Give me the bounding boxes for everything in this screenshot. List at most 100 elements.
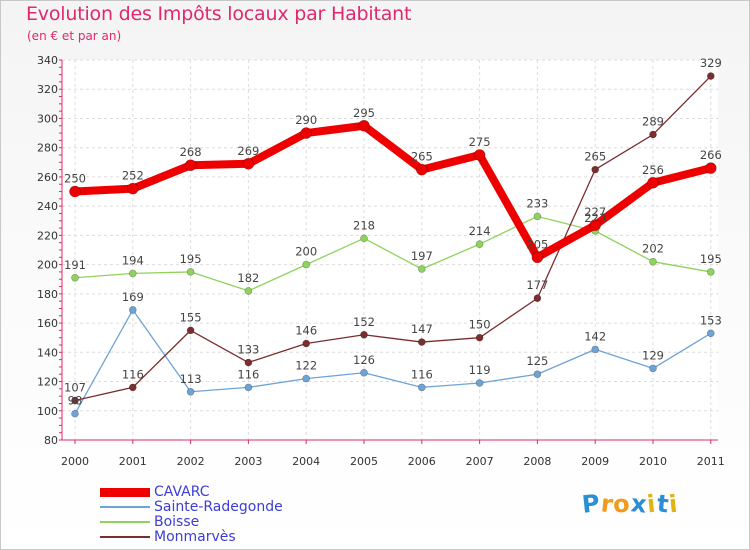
x-tick-label: 2011: [697, 455, 725, 468]
data-point: [302, 339, 311, 348]
data-label: 268: [180, 145, 202, 159]
x-tick-label: 2004: [292, 455, 320, 468]
y-tick-label: 200: [37, 259, 58, 272]
data-point: [300, 127, 313, 139]
data-point: [302, 260, 311, 269]
data-label: 155: [180, 310, 202, 324]
chart-subtitle: (en € et par an): [27, 29, 122, 43]
y-tick-label: 80: [44, 434, 58, 447]
data-point: [649, 130, 657, 139]
data-point: [704, 162, 717, 174]
data-point: [302, 374, 311, 383]
data-label: 194: [122, 253, 144, 267]
data-point: [244, 383, 253, 392]
y-tick-label: 220: [37, 229, 58, 242]
series-cavarc: [69, 119, 717, 264]
data-point: [706, 268, 715, 276]
data-label: 265: [411, 150, 433, 164]
data-point: [649, 257, 657, 266]
data-label: 169: [122, 290, 144, 304]
data-point: [184, 159, 197, 172]
x-tick-label: 2008: [523, 455, 551, 468]
data-point: [647, 176, 659, 189]
data-label: 107: [64, 381, 86, 395]
chart-title: Evolution des Impôts locaux par Habitant: [26, 3, 412, 25]
data-label: 126: [353, 353, 375, 367]
data-point: [129, 269, 137, 278]
data-label: 227: [584, 205, 606, 219]
plot-area: [62, 60, 718, 440]
data-label: 113: [180, 372, 202, 386]
data-label: 142: [584, 329, 606, 343]
y-tick-label: 160: [37, 317, 58, 330]
series-sainte-radegonde: [71, 306, 715, 418]
y-tick-label: 300: [37, 112, 58, 125]
data-point: [533, 212, 542, 221]
data-label: 275: [469, 135, 491, 149]
data-label: 129: [642, 348, 664, 362]
data-point: [533, 294, 542, 303]
data-point: [531, 251, 544, 264]
data-point: [475, 379, 484, 387]
proxiti-logo: Proxiti: [581, 489, 680, 519]
data-label: 202: [642, 242, 664, 256]
data-point: [358, 119, 370, 132]
data-label: 200: [295, 245, 317, 259]
data-label: 177: [526, 278, 548, 292]
data-label: 146: [295, 324, 317, 338]
data-label: 125: [526, 354, 548, 368]
data-point: [360, 234, 368, 243]
data-point: [129, 383, 137, 392]
legend-swatch: [100, 506, 150, 508]
data-point: [589, 219, 602, 231]
series-monmarv-s: [71, 72, 715, 405]
data-label: 233: [526, 196, 548, 210]
y-tick-label: 340: [37, 54, 58, 67]
legend-label: Monmarvès: [154, 529, 236, 545]
x-tick-label: 2002: [177, 455, 205, 468]
data-point: [473, 149, 486, 161]
data-point: [706, 329, 715, 338]
data-point: [71, 273, 79, 282]
data-point: [415, 163, 428, 176]
data-label: 290: [295, 113, 317, 127]
data-label: 152: [353, 315, 375, 329]
data-point: [71, 396, 79, 405]
legend-item: CAVARC: [100, 484, 210, 500]
data-label: 195: [180, 252, 202, 266]
data-label: 329: [700, 56, 722, 70]
data-point: [591, 345, 600, 354]
data-point: [127, 182, 139, 195]
y-tick-label: 180: [37, 288, 58, 301]
data-point: [71, 409, 79, 418]
x-tick-label: 2000: [61, 455, 89, 468]
y-tick-label: 100: [37, 405, 58, 418]
data-label: 182: [237, 271, 259, 285]
data-label: 147: [411, 322, 433, 336]
y-tick-label: 280: [37, 142, 58, 155]
data-label: 153: [700, 313, 722, 327]
series-boisse: [71, 212, 715, 295]
data-label: 214: [469, 224, 491, 238]
data-label: 266: [700, 148, 722, 162]
data-label: 195: [700, 252, 722, 266]
data-point: [360, 368, 368, 377]
series-line: [74, 75, 712, 402]
data-label: 223: [584, 211, 606, 225]
x-tick-label: 2006: [408, 455, 436, 468]
y-tick-label: 320: [37, 83, 58, 96]
x-tick-label: 2001: [119, 455, 147, 468]
y-tick-label: 240: [37, 200, 58, 213]
data-label: 191: [64, 258, 86, 272]
data-label: 122: [295, 359, 317, 373]
data-point: [129, 306, 137, 314]
data-point: [649, 364, 657, 373]
data-point: [417, 383, 426, 392]
data-label: 295: [353, 106, 375, 120]
legend-item: Monmarvès: [100, 529, 236, 545]
data-point: [706, 72, 715, 80]
data-label: 218: [353, 218, 375, 232]
data-label: 116: [122, 367, 144, 381]
data-label: 252: [122, 169, 144, 183]
